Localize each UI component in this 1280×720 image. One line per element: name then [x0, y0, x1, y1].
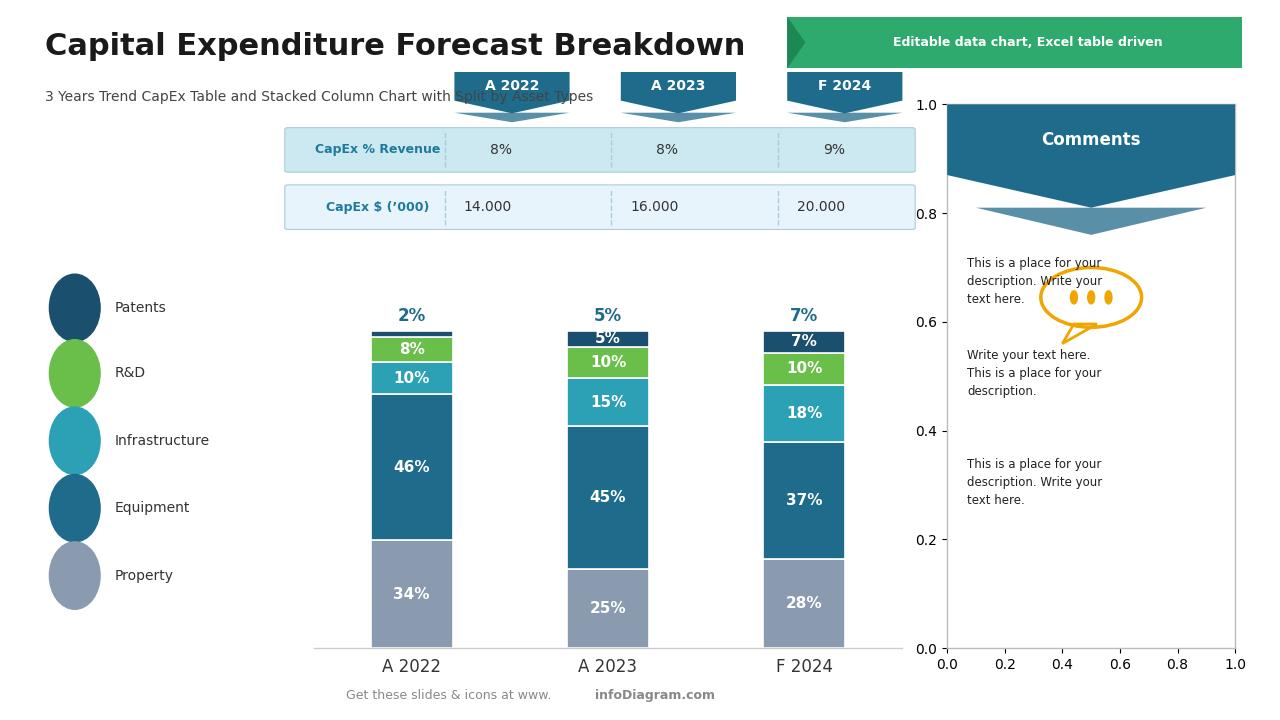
Circle shape: [50, 542, 100, 609]
Circle shape: [50, 274, 100, 341]
Text: 7%: 7%: [790, 307, 818, 325]
Polygon shape: [977, 207, 1207, 235]
Text: Equipment: Equipment: [114, 501, 189, 516]
Text: 16.000: 16.000: [630, 200, 678, 214]
Polygon shape: [947, 104, 1235, 207]
Bar: [763, 559, 846, 648]
Bar: [567, 330, 649, 346]
Circle shape: [50, 407, 100, 474]
Circle shape: [1105, 291, 1112, 304]
Bar: [370, 337, 453, 362]
Text: CapEx $ (’000): CapEx $ (’000): [326, 201, 429, 214]
Bar: [567, 346, 649, 378]
Text: 37%: 37%: [786, 493, 823, 508]
Text: 10%: 10%: [786, 361, 823, 377]
Text: 8%: 8%: [399, 342, 425, 357]
Text: Property: Property: [114, 569, 173, 582]
Text: 9%: 9%: [823, 143, 845, 157]
FancyBboxPatch shape: [285, 185, 915, 230]
Polygon shape: [454, 72, 570, 113]
Text: 14.000: 14.000: [463, 200, 512, 214]
Text: CapEx % Revenue: CapEx % Revenue: [315, 143, 440, 156]
Bar: [567, 378, 649, 426]
Polygon shape: [787, 113, 902, 122]
Text: A 2022: A 2022: [485, 79, 539, 94]
Circle shape: [1070, 291, 1078, 304]
Text: Write your text here.
This is a place for your
description.: Write your text here. This is a place fo…: [968, 349, 1102, 398]
Text: R&D: R&D: [114, 366, 146, 380]
Text: 46%: 46%: [393, 459, 430, 474]
Text: F 2024: F 2024: [818, 79, 872, 94]
Text: 5%: 5%: [595, 331, 621, 346]
Text: This is a place for your
description. Write your
text here.: This is a place for your description. Wr…: [968, 256, 1102, 305]
Text: infoDiagram.com: infoDiagram.com: [595, 689, 716, 702]
Text: This is a place for your
description. Write your
text here.: This is a place for your description. Wr…: [968, 458, 1102, 507]
Text: 10%: 10%: [393, 371, 430, 386]
Bar: [370, 362, 453, 394]
FancyBboxPatch shape: [285, 127, 915, 172]
Text: 15%: 15%: [590, 395, 626, 410]
Text: 25%: 25%: [590, 600, 626, 616]
Bar: [763, 353, 846, 384]
Bar: [763, 384, 846, 442]
Polygon shape: [454, 113, 570, 122]
Bar: [567, 569, 649, 648]
Bar: [567, 426, 649, 569]
Text: Comments: Comments: [1042, 131, 1140, 149]
Text: A 2023: A 2023: [652, 79, 705, 94]
Bar: [370, 540, 453, 648]
Text: 18%: 18%: [786, 405, 823, 420]
Text: 3 Years Trend CapEx Table and Stacked Column Chart with Split by Asset Types: 3 Years Trend CapEx Table and Stacked Co…: [45, 90, 593, 104]
Polygon shape: [621, 113, 736, 122]
Circle shape: [1088, 291, 1094, 304]
Polygon shape: [621, 72, 736, 113]
Text: Capital Expenditure Forecast Breakdown: Capital Expenditure Forecast Breakdown: [45, 32, 745, 61]
Bar: [763, 442, 846, 559]
Text: 8%: 8%: [490, 143, 512, 157]
Polygon shape: [787, 17, 805, 68]
Circle shape: [50, 474, 100, 542]
Text: 20.000: 20.000: [796, 200, 845, 214]
Text: 2%: 2%: [398, 307, 426, 325]
Text: 5%: 5%: [594, 307, 622, 325]
Text: 28%: 28%: [786, 596, 823, 611]
Text: Get these slides & icons at www.: Get these slides & icons at www.: [346, 689, 550, 702]
Text: 10%: 10%: [590, 355, 626, 370]
Text: 8%: 8%: [657, 143, 678, 157]
Text: 34%: 34%: [393, 587, 430, 602]
Bar: [370, 330, 453, 337]
Text: 45%: 45%: [590, 490, 626, 505]
Text: 7%: 7%: [791, 334, 817, 349]
Polygon shape: [787, 72, 902, 113]
Text: Editable data chart, Excel table driven: Editable data chart, Excel table driven: [893, 36, 1162, 49]
Circle shape: [50, 340, 100, 407]
Text: Patents: Patents: [114, 301, 166, 315]
Bar: [370, 394, 453, 540]
Bar: [763, 330, 846, 353]
Text: Infrastructure: Infrastructure: [114, 433, 210, 448]
